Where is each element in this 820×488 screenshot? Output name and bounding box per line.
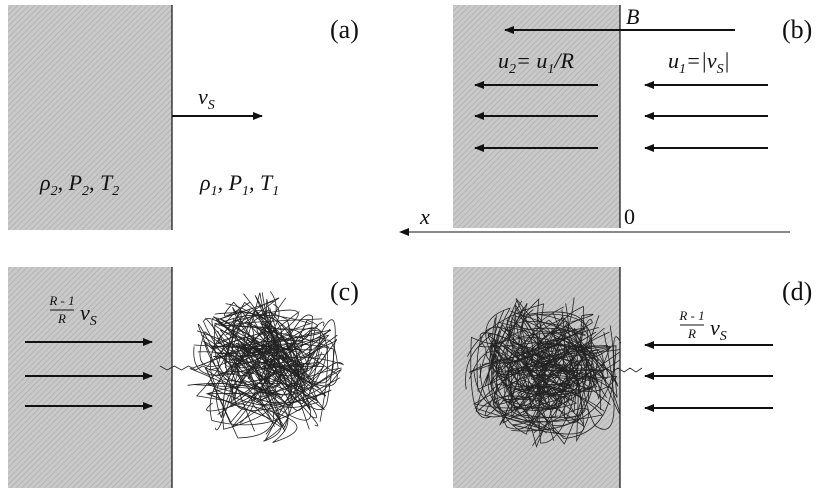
symbol: v (198, 84, 208, 109)
shocked-region (8, 5, 172, 230)
subscript: 1 (242, 184, 249, 199)
axis-label: x (419, 204, 430, 229)
panel-d: R - 1 R vS (d) (453, 267, 812, 488)
subscript: 2 (112, 184, 119, 199)
velocity-label: vS (710, 315, 727, 344)
symbol: P (228, 170, 242, 195)
symbol: ρ (199, 170, 211, 195)
symbol: v (80, 300, 90, 325)
subscript: 2 (51, 184, 58, 199)
equals: =| (686, 48, 707, 73)
bar: | (724, 48, 730, 73)
subscript: 1 (547, 62, 554, 77)
field-tangle (160, 291, 343, 442)
symbol: v (707, 48, 717, 73)
equals: = (516, 48, 536, 73)
fraction-denominator: R (57, 311, 66, 326)
subscript: 1 (211, 184, 218, 199)
symbol: u (498, 48, 509, 73)
symbol: ρ (39, 170, 51, 195)
upstream-state: ρ1, P1, T1 (199, 170, 279, 199)
field-label: B (626, 4, 639, 29)
subscript: 2 (509, 62, 516, 77)
shocked-region (8, 267, 172, 488)
subscript: S (717, 62, 724, 77)
separator: , (218, 170, 229, 195)
figure: vS ρ2, P2, T2 ρ1, P1, T1 (a) B u2= u1/R … (0, 0, 820, 488)
panel-a: vS ρ2, P2, T2 ρ1, P1, T1 (a) (8, 5, 359, 230)
subscript: 2 (82, 184, 89, 199)
separator: , (89, 170, 100, 195)
subscript: 1 (679, 62, 686, 77)
panel-label: (b) (782, 15, 812, 44)
subscript: S (720, 329, 727, 344)
velocity-label: vS (198, 84, 215, 113)
symbol: P (68, 170, 82, 195)
symbol: u (536, 48, 547, 73)
panel-b: B u2= u1/R u1=|vS| x 0 (b) (400, 4, 812, 232)
symbol: v (710, 315, 720, 340)
fraction-numerator: R - 1 (48, 293, 74, 308)
upstream-speed: u1=|vS| (668, 48, 730, 77)
subscript: 1 (272, 184, 279, 199)
separator: , (249, 170, 260, 195)
separator: , (58, 170, 69, 195)
symbol: u (668, 48, 679, 73)
ratio: /R (552, 48, 574, 73)
subscript: S (90, 314, 97, 329)
panel-label: (d) (782, 277, 812, 306)
panel-c: R - 1 R vS (c) (8, 267, 359, 488)
panel-label: (a) (330, 15, 359, 44)
fraction-denominator: R (687, 326, 696, 341)
fraction-numerator: R - 1 (678, 308, 704, 323)
origin-label: 0 (624, 204, 635, 229)
subscript: S (208, 98, 215, 113)
panel-label: (c) (330, 277, 359, 306)
